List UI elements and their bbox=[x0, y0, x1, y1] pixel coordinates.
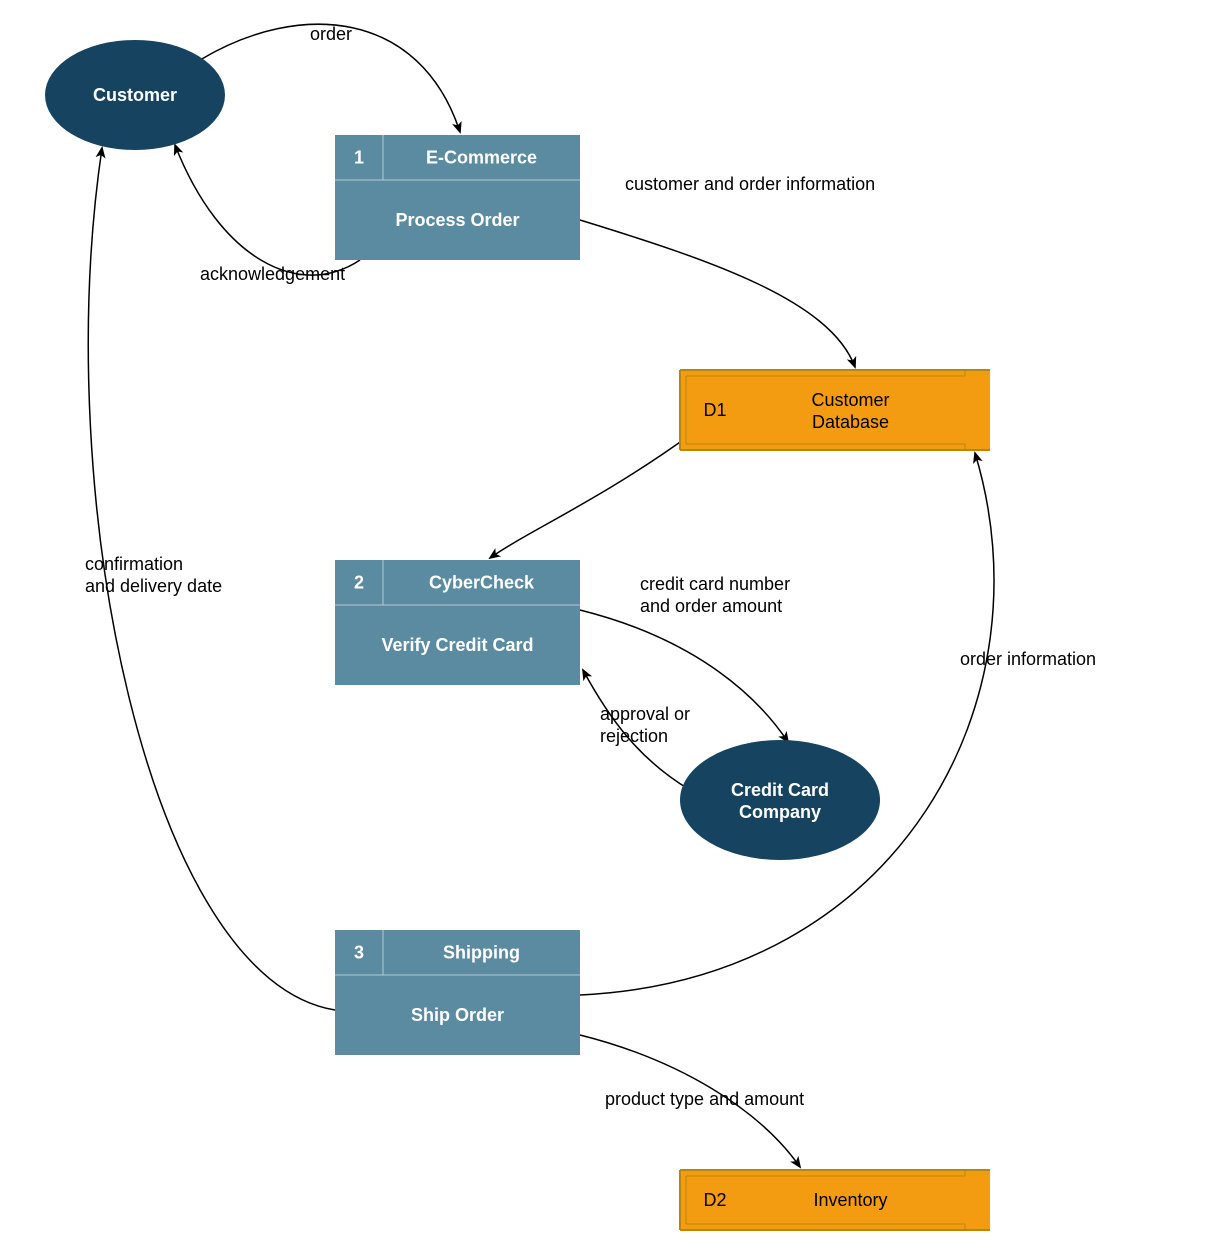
entity-label: Customer bbox=[93, 85, 177, 105]
process-p3: 3 Shipping Ship Order bbox=[335, 930, 580, 1055]
nodes-layer: Customer Credit CardCompany 1 E-Commerce Pro… bbox=[45, 40, 990, 1230]
entity-label-line1: Credit Card bbox=[731, 780, 829, 800]
edge-label: customer and order information bbox=[625, 174, 875, 194]
datastore-code: D2 bbox=[703, 1190, 726, 1210]
datastore-label: Inventory bbox=[813, 1190, 887, 1210]
entity-customer: Customer bbox=[45, 40, 225, 150]
entity-creditcardco: Credit CardCompany bbox=[680, 740, 880, 860]
edge-label: order bbox=[310, 24, 352, 44]
process-name: Ship Order bbox=[411, 1005, 504, 1025]
edge-label: order information bbox=[960, 649, 1096, 669]
datastore-d1: D1 CustomerDatabase bbox=[680, 370, 990, 450]
process-number: 2 bbox=[354, 573, 364, 593]
process-p2: 2 CyberCheck Verify Credit Card bbox=[335, 560, 580, 685]
edge-label-line1: credit card number bbox=[640, 574, 790, 594]
edge-label: product type and amount bbox=[605, 1089, 804, 1109]
datastore-code: D1 bbox=[703, 400, 726, 420]
entity-label-line2: Company bbox=[739, 802, 821, 822]
process-p1: 1 E-Commerce Process Order bbox=[335, 135, 580, 260]
process-system: E-Commerce bbox=[426, 148, 537, 168]
datastore-label-line2: Database bbox=[812, 412, 889, 432]
datastore-d2: D2 Inventory bbox=[680, 1170, 990, 1230]
edge-label-line2: rejection bbox=[600, 726, 668, 746]
edge-e-orderinfo bbox=[580, 453, 994, 995]
edge-label-line2: and order amount bbox=[640, 596, 782, 616]
edge-label-line1: approval or bbox=[600, 704, 690, 724]
process-system: Shipping bbox=[443, 943, 520, 963]
edge-label-line2: and delivery date bbox=[85, 576, 222, 596]
edge-e-custinfo bbox=[580, 220, 855, 367]
process-system: CyberCheck bbox=[429, 573, 535, 593]
edge-label-line1: confirmation bbox=[85, 554, 183, 574]
process-number: 1 bbox=[354, 148, 364, 168]
edge-label: acknowledgement bbox=[200, 264, 345, 284]
dfd-diagram: Customer Credit CardCompany 1 E-Commerce Pro… bbox=[0, 0, 1214, 1254]
process-number: 3 bbox=[354, 943, 364, 963]
edge-e-ack bbox=[175, 145, 360, 275]
edge-e-d1-p2 bbox=[490, 435, 690, 558]
process-name: Verify Credit Card bbox=[381, 635, 533, 655]
datastore-label-line1: Customer bbox=[811, 390, 889, 410]
process-name: Process Order bbox=[395, 210, 519, 230]
